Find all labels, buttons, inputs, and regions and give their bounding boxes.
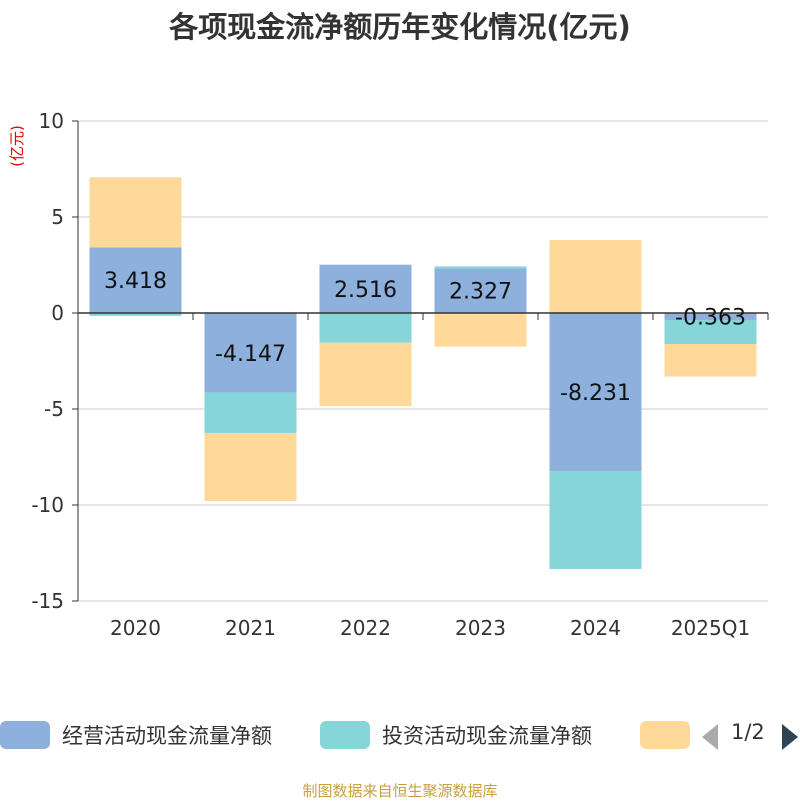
x-tick-label: 2020 xyxy=(110,616,161,640)
legend-next-page-icon[interactable] xyxy=(782,724,798,750)
bar-series-2-2022[interactable] xyxy=(319,313,412,343)
legend-label-operating: 经营活动现金流量净额 xyxy=(62,724,272,748)
y-tick-label: 5 xyxy=(51,205,64,229)
data-labels-layer: 3.418 -4.147 2.516 2.327 -8.231 -0.363 xyxy=(104,269,746,406)
x-tick-label: 2022 xyxy=(340,616,391,640)
data-label: -0.363 xyxy=(675,305,746,330)
legend: 经营活动现金流量净额 投资活动现金流量净额 1/2 xyxy=(0,714,800,754)
legend-swatch-operating xyxy=(0,721,50,749)
y-axis-unit-label: (亿元) xyxy=(8,125,26,167)
legend-prev-page-icon[interactable] xyxy=(702,724,718,750)
bar-series-3-2020[interactable] xyxy=(89,177,182,248)
x-tick-label: 2025Q1 xyxy=(671,616,750,640)
y-tick-label: -15 xyxy=(31,589,64,613)
legend-swatch-third-series xyxy=(640,721,690,749)
axes: 10 5 0 -5 -10 -15 2020 2021 2022 2023 2024 2025Q1 xyxy=(31,109,769,640)
chart-title: 各项现金流净额历年变化情况(亿元) xyxy=(169,10,631,44)
y-tick-label: 0 xyxy=(51,301,64,325)
bar-series-3-2024[interactable] xyxy=(549,240,642,313)
y-tick-label: 10 xyxy=(39,109,64,133)
legend-swatch-investing xyxy=(320,721,370,749)
bar-series-3-2023[interactable] xyxy=(434,313,527,347)
data-label: -4.147 xyxy=(215,342,286,367)
bar-series-1-2024[interactable] xyxy=(549,313,642,472)
bar-series-2-2020[interactable] xyxy=(89,313,182,316)
bar-series-1-2022[interactable] xyxy=(319,264,412,313)
legend-page-indicator: 1/2 xyxy=(731,720,765,744)
legend-item-third-series[interactable] xyxy=(640,720,690,750)
bar-series-1-2020[interactable] xyxy=(89,247,182,313)
bar-series-2-2021[interactable] xyxy=(204,392,297,433)
bar-series-1-2025Q1[interactable] xyxy=(664,313,757,320)
x-tick-label: 2021 xyxy=(225,616,276,640)
bar-series-3-2021[interactable] xyxy=(204,432,297,502)
bar-series-3-2022[interactable] xyxy=(319,342,412,407)
bar-series-3-2025Q1[interactable] xyxy=(664,343,757,377)
data-label: 2.327 xyxy=(449,280,512,305)
x-tick-label: 2023 xyxy=(455,616,506,640)
y-tick-label: -5 xyxy=(44,397,64,421)
legend-item-operating[interactable]: 经营活动现金流量净额 xyxy=(0,720,272,750)
data-label: -8.231 xyxy=(560,381,631,406)
legend-label-investing: 投资活动现金流量净额 xyxy=(382,724,592,748)
source-note: 制图数据来自恒生聚源数据库 xyxy=(302,782,498,800)
grid-lines xyxy=(78,120,768,602)
bar-series-2-2023[interactable] xyxy=(434,266,527,269)
bar-series-1-2023[interactable] xyxy=(434,268,527,313)
data-label: 3.418 xyxy=(104,269,167,294)
legend-item-investing[interactable]: 投资活动现金流量净额 xyxy=(320,720,592,750)
data-label: 2.516 xyxy=(334,278,397,303)
y-tick-label: -10 xyxy=(31,493,64,517)
bar-series-2-2024[interactable] xyxy=(549,471,642,569)
bar-series-layer xyxy=(89,177,757,569)
bar-series-2-2025Q1[interactable] xyxy=(664,319,757,344)
x-tick-label: 2024 xyxy=(570,616,621,640)
bar-series-1-2021[interactable] xyxy=(204,313,297,393)
